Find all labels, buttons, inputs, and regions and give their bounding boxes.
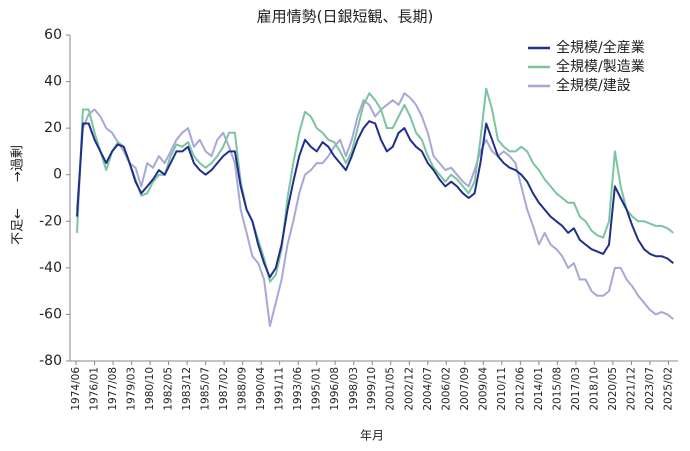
- y-tick-label: 40: [44, 74, 62, 90]
- x-tick-label: 2004/07: [422, 367, 434, 411]
- x-tick-label: 2007/09: [459, 367, 471, 411]
- x-tick-label: 2015/08: [551, 367, 563, 411]
- x-tick-label: 1976/01: [89, 367, 101, 411]
- series-line: [76, 92, 674, 328]
- y-axis-label: 不足← →過剰: [11, 145, 26, 245]
- x-tick-label: 2023/07: [644, 367, 656, 411]
- x-tick-label: 2017/03: [570, 367, 582, 411]
- x-tick-label: 1987/02: [218, 367, 230, 411]
- x-tick-label: 2014/01: [533, 367, 545, 411]
- x-tick-label: 2018/10: [588, 367, 600, 411]
- x-tick-label: 1980/10: [144, 367, 156, 411]
- x-tick-label: 1985/07: [200, 367, 212, 411]
- y-tick-label: -40: [39, 260, 62, 276]
- x-tick-label: 1999/10: [366, 367, 378, 411]
- x-tick-label: 2002/12: [403, 367, 415, 411]
- x-tick-label: 2010/11: [496, 367, 508, 411]
- chart-title: 雇用情勢(日銀短観、長期): [257, 8, 434, 26]
- legend-label: 全規模/建設: [556, 77, 631, 94]
- x-tick-label: 1991/11: [274, 367, 286, 411]
- y-tick-label: 0: [53, 167, 62, 183]
- x-tick-label: 1974/06: [70, 367, 82, 411]
- x-tick-label: 1996/08: [329, 367, 341, 411]
- x-tick-label: 1988/09: [237, 367, 249, 411]
- x-tick-label: 1982/05: [163, 367, 175, 411]
- y-tick-label: -20: [39, 213, 62, 229]
- x-tick-label: 2021/12: [625, 367, 637, 411]
- x-tick-label: 1995/01: [311, 367, 323, 411]
- x-tick-label: 2020/05: [607, 367, 619, 411]
- x-tick-label: 1979/03: [126, 367, 138, 411]
- series-line: [76, 120, 674, 279]
- x-tick-label: 1998/03: [348, 367, 360, 411]
- x-tick-label: 1977/08: [107, 367, 119, 411]
- x-tick-label: 1983/12: [181, 367, 193, 411]
- series-line: [76, 87, 674, 283]
- x-tick-label: 2001/05: [385, 367, 397, 411]
- y-tick-label: -60: [39, 306, 62, 322]
- x-tick-label: 2025/02: [662, 367, 674, 411]
- x-axis-label: 年月: [360, 429, 384, 443]
- legend-label: 全規模/製造業: [556, 58, 645, 75]
- x-tick-label: 1993/06: [292, 367, 304, 411]
- legend-label: 全規模/全産業: [556, 39, 645, 56]
- x-tick-label: 2006/02: [440, 367, 452, 411]
- x-tick-label: 2012/06: [514, 367, 526, 411]
- y-tick-label: 20: [44, 120, 62, 136]
- y-tick-label: 60: [44, 27, 62, 43]
- x-tick-label: 1990/04: [255, 367, 267, 411]
- y-tick-label: -80: [39, 353, 62, 369]
- x-tick-label: 2009/04: [477, 367, 489, 411]
